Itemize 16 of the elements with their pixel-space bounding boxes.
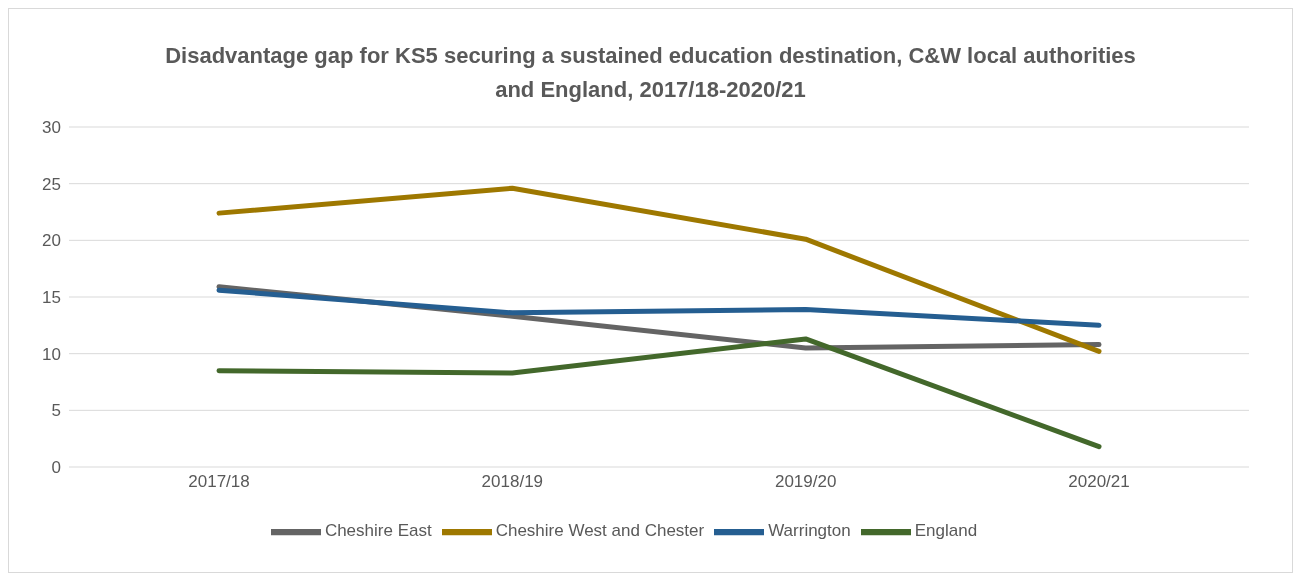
chart-title: Disadvantage gap for KS5 securing a sustained education destination, C&W local authorities and England, 2017/18-2020/21: [164, 42, 1137, 104]
legend-label: Cheshire East: [324, 521, 432, 541]
x-tick-label: 2017/18: [188, 472, 250, 492]
y-tick-label: 15: [42, 288, 61, 308]
x-tick-label: 2020/21: [1068, 472, 1130, 492]
y-tick-label: 10: [42, 344, 61, 364]
y-tick-label: 0: [51, 458, 61, 478]
legend-label: England: [914, 521, 978, 541]
y-tick-label: 5: [51, 401, 61, 421]
legend-label: Cheshire West and Chester: [495, 521, 705, 541]
y-tick-label: 20: [42, 231, 61, 251]
x-tick-label: 2018/19: [481, 472, 544, 492]
y-tick-label: 25: [42, 174, 61, 194]
x-tick-label: 2019/20: [774, 472, 837, 492]
legend-label: Warrington: [768, 521, 851, 541]
y-tick-label: 30: [42, 118, 61, 138]
